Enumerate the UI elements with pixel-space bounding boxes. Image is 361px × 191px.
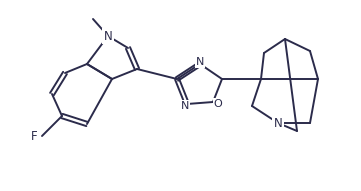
- Text: N: N: [104, 29, 112, 43]
- Text: F: F: [31, 129, 38, 142]
- Text: O: O: [214, 99, 222, 109]
- Text: N: N: [181, 101, 189, 111]
- Text: N: N: [196, 57, 204, 67]
- Text: N: N: [274, 117, 282, 129]
